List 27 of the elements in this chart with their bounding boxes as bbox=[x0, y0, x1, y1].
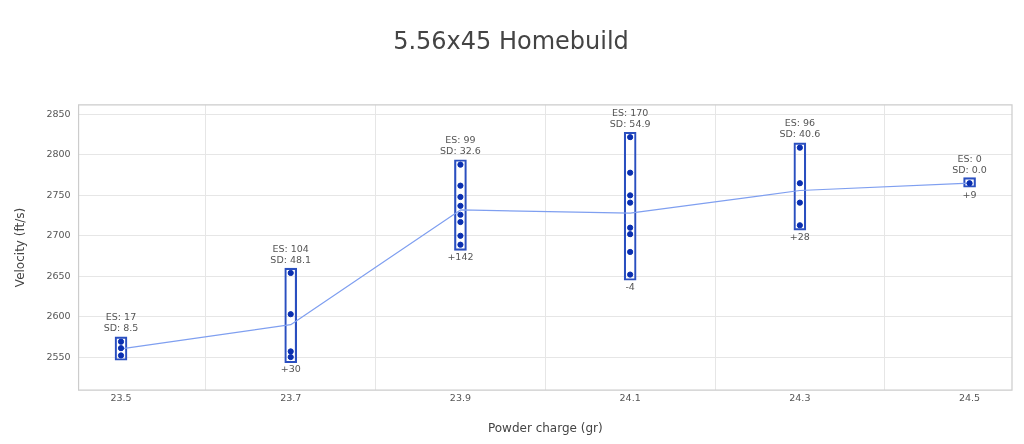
x-tick-label: 24.1 bbox=[619, 392, 641, 404]
x-axis-title: Powder charge (gr) bbox=[487, 420, 603, 435]
y-tick-label: 2550 bbox=[46, 350, 71, 362]
annotation: ES: 17 SD: 8.5 bbox=[103, 311, 139, 334]
annotation: -4 bbox=[625, 280, 635, 292]
x-tick-label: 23.7 bbox=[280, 392, 302, 404]
annotation: +9 bbox=[962, 189, 977, 201]
y-tick-label: 2750 bbox=[46, 188, 71, 200]
chart-title: 5.56x45 Homebuild bbox=[393, 26, 629, 55]
annotation: ES: 170 SD: 54.9 bbox=[609, 106, 651, 129]
annotation: +142 bbox=[447, 250, 474, 262]
x-tick-label: 24.5 bbox=[958, 392, 981, 404]
y-tick-label: 2850 bbox=[46, 107, 71, 119]
y-tick-label: 2700 bbox=[46, 229, 71, 241]
annotation: ES: 96 SD: 40.6 bbox=[779, 117, 821, 140]
annotation: +28 bbox=[789, 231, 810, 243]
annotation: ES: 104 SD: 48.1 bbox=[270, 242, 312, 265]
y-tick-label: 2800 bbox=[46, 148, 71, 160]
annotation: ES: 0 SD: 0.0 bbox=[952, 152, 987, 175]
x-tick-label: 24.3 bbox=[789, 392, 811, 404]
annotation: +30 bbox=[280, 363, 301, 375]
x-tick-label: 23.5 bbox=[110, 392, 132, 404]
y-axis-title: Velocity (ft/s) bbox=[13, 207, 28, 288]
y-tick-label: 2600 bbox=[46, 310, 71, 322]
annotation: ES: 99 SD: 32.6 bbox=[440, 134, 481, 157]
y-tick-label: 2650 bbox=[46, 269, 71, 281]
x-tick-label: 23.9 bbox=[449, 392, 472, 404]
